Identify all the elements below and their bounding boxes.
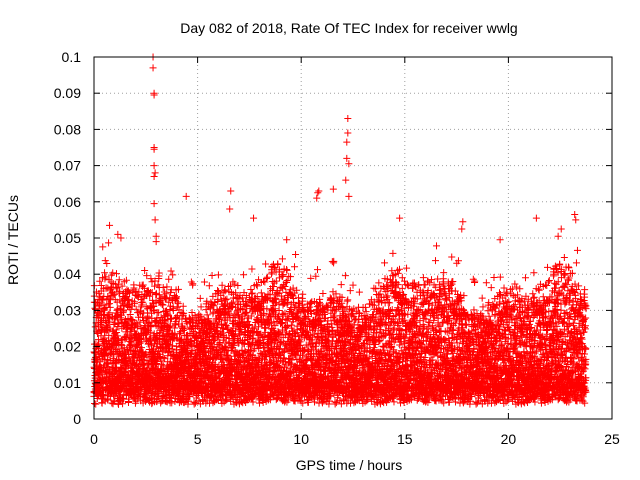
- data-point: [122, 368, 130, 376]
- data-point: [103, 259, 111, 267]
- chart-title: Day 082 of 2018, Rate Of TEC Index for r…: [180, 20, 517, 36]
- data-point: [129, 316, 137, 324]
- data-point: [106, 303, 114, 311]
- data-point: [158, 360, 166, 368]
- data-point: [91, 323, 99, 331]
- data-point: [159, 393, 167, 401]
- data-point: [124, 288, 132, 296]
- data-point: [132, 305, 140, 313]
- data-point: [122, 276, 130, 284]
- data-point: [163, 294, 171, 302]
- data-point: [151, 277, 159, 285]
- grid: [94, 57, 612, 419]
- data-point: [157, 357, 165, 365]
- data-point: [99, 243, 107, 251]
- data-point: [110, 397, 118, 405]
- data-point: [166, 322, 174, 330]
- data-point: [141, 351, 149, 359]
- data-point: [141, 267, 149, 275]
- data-point: [161, 355, 169, 363]
- data-point: [113, 270, 121, 278]
- data-point: [150, 364, 158, 372]
- data-point: [96, 326, 104, 334]
- data-point: [92, 400, 100, 408]
- data-point: [115, 400, 123, 408]
- data-point: [139, 298, 147, 306]
- data-point: [165, 275, 173, 283]
- data-point: [152, 298, 160, 306]
- data-point: [109, 269, 117, 277]
- data-point: [105, 239, 113, 247]
- data-point: [159, 283, 167, 291]
- data-point: [110, 290, 118, 298]
- data-point: [118, 282, 126, 290]
- data-point: [96, 307, 104, 315]
- data-point: [134, 292, 142, 300]
- data-point: [139, 281, 147, 289]
- data-point: [146, 292, 154, 300]
- data-point: [143, 287, 151, 295]
- data-point: [125, 289, 133, 297]
- data-point: [102, 327, 110, 335]
- data-point: [96, 277, 104, 285]
- data-point: [148, 278, 156, 286]
- data-point: [159, 354, 167, 362]
- data-point: [101, 269, 109, 277]
- data-point: [155, 389, 163, 397]
- data-point: [114, 280, 122, 288]
- data-point: [127, 339, 135, 347]
- data-point: [149, 355, 157, 363]
- data-point: [156, 352, 164, 360]
- data-point: [165, 323, 173, 331]
- data-points: [90, 53, 590, 408]
- data-point: [148, 289, 156, 297]
- data-point: [104, 396, 112, 404]
- data-point: [138, 338, 146, 346]
- data-point: [113, 283, 121, 291]
- data-point: [155, 309, 163, 317]
- data-point: [163, 307, 171, 315]
- data-point: [143, 272, 151, 280]
- data-point: [164, 311, 172, 319]
- data-point: [138, 344, 146, 352]
- data-point: [158, 366, 166, 374]
- data-point: [147, 275, 155, 283]
- data-point: [133, 322, 141, 330]
- data-point: [111, 319, 119, 327]
- data-point: [152, 343, 160, 351]
- data-point: [91, 305, 99, 313]
- data-point: [160, 288, 168, 296]
- data-point: [119, 400, 127, 408]
- data-point: [98, 318, 106, 326]
- data-point: [130, 286, 138, 294]
- data-point: [130, 298, 138, 306]
- data-point: [136, 318, 144, 326]
- data-point: [97, 332, 105, 340]
- data-point: [159, 301, 167, 309]
- data-point: [155, 269, 163, 277]
- data-point: [109, 291, 117, 299]
- data-point: [122, 354, 130, 362]
- data-point: [162, 290, 170, 298]
- data-point: [122, 333, 130, 341]
- data-point: [91, 399, 99, 407]
- data-point: [132, 287, 140, 295]
- data-point: [165, 341, 173, 349]
- data-point: [112, 328, 120, 336]
- data-point: [106, 300, 114, 308]
- data-point: [106, 318, 114, 326]
- data-point: [150, 307, 158, 315]
- data-point: [115, 276, 123, 284]
- data-point: [165, 298, 173, 306]
- data-point: [136, 335, 144, 343]
- data-point: [131, 394, 139, 402]
- data-point: [163, 283, 171, 291]
- data-point: [105, 314, 113, 322]
- data-point: [114, 335, 122, 343]
- data-point: [163, 369, 171, 377]
